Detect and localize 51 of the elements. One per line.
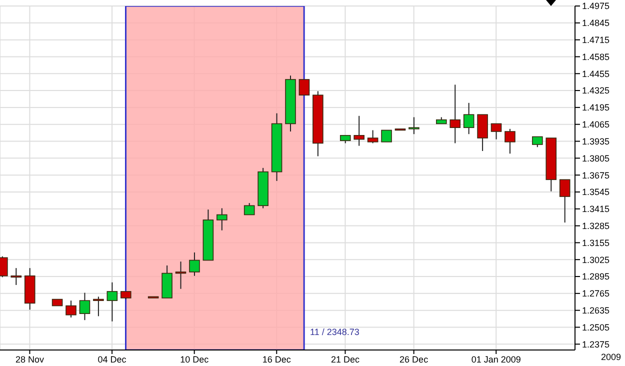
y-tick-label: 1.4975 [582,1,610,12]
x-tick-label: 26 Dec [400,354,429,364]
candlestick [408,116,420,135]
x-tick-label: 04 Dec [98,354,127,364]
candlestick [66,300,76,318]
y-tick-label: 1.4195 [582,102,610,113]
y-tick-label: 1.3805 [582,153,610,164]
candlestick [244,202,255,216]
candlestick [463,102,474,135]
annotation: 11 / 2348.73 [310,327,360,337]
candlestick [490,123,502,140]
candlestick [532,136,543,148]
y-tick-label: 1.2375 [582,339,610,350]
y-tick-label: 1.3545 [582,187,610,198]
y-tick-label: 1.4715 [582,35,610,46]
x-tick-label: 21 Dec [330,354,360,364]
candlestick [10,268,22,286]
candlestick [79,292,90,321]
candlestick [477,114,488,152]
y-tick-label: 1.2505 [582,322,610,332]
y-tick-label: 1.3935 [582,136,610,146]
x-tick-label: 01 Jan 2009 [471,354,521,364]
candlestick [381,130,392,142]
y-tick-label: 1.4455 [582,68,610,79]
y-tick-label: 1.3285 [582,220,610,231]
candlestick [189,252,200,276]
text: 2009 [600,352,621,362]
y-tick-label: 1.3155 [582,238,610,248]
y-tick-label: 1.3025 [582,254,610,265]
y-tick-label: 1.4845 [582,18,610,28]
x-tick-label: 16 Dec [262,354,292,364]
y-tick-label: 1.4065 [582,120,610,130]
candlestick [298,79,310,96]
candlestick [559,179,570,224]
x-tick-label: 10 Dec [180,354,210,364]
x-tick-label: 28 Nov [15,354,44,364]
candlestick [367,130,378,144]
y-tick-label: 1.3675 [582,170,610,180]
y-tick-label: 1.3415 [582,204,610,214]
y-tick-label: 1.4585 [582,52,610,62]
y-tick-label: 1.2635 [582,306,610,316]
candlestick [450,84,461,144]
candlestick [216,208,228,231]
candlestick [354,115,364,146]
candlestick [504,128,516,154]
candlestick [93,296,104,317]
candlestick [106,282,118,322]
y-tick-label: 1.2765 [582,288,610,299]
y-tick-label: 1.4325 [582,86,610,96]
y-tick-label: 1.2895 [582,272,610,282]
candlestick [175,261,186,290]
